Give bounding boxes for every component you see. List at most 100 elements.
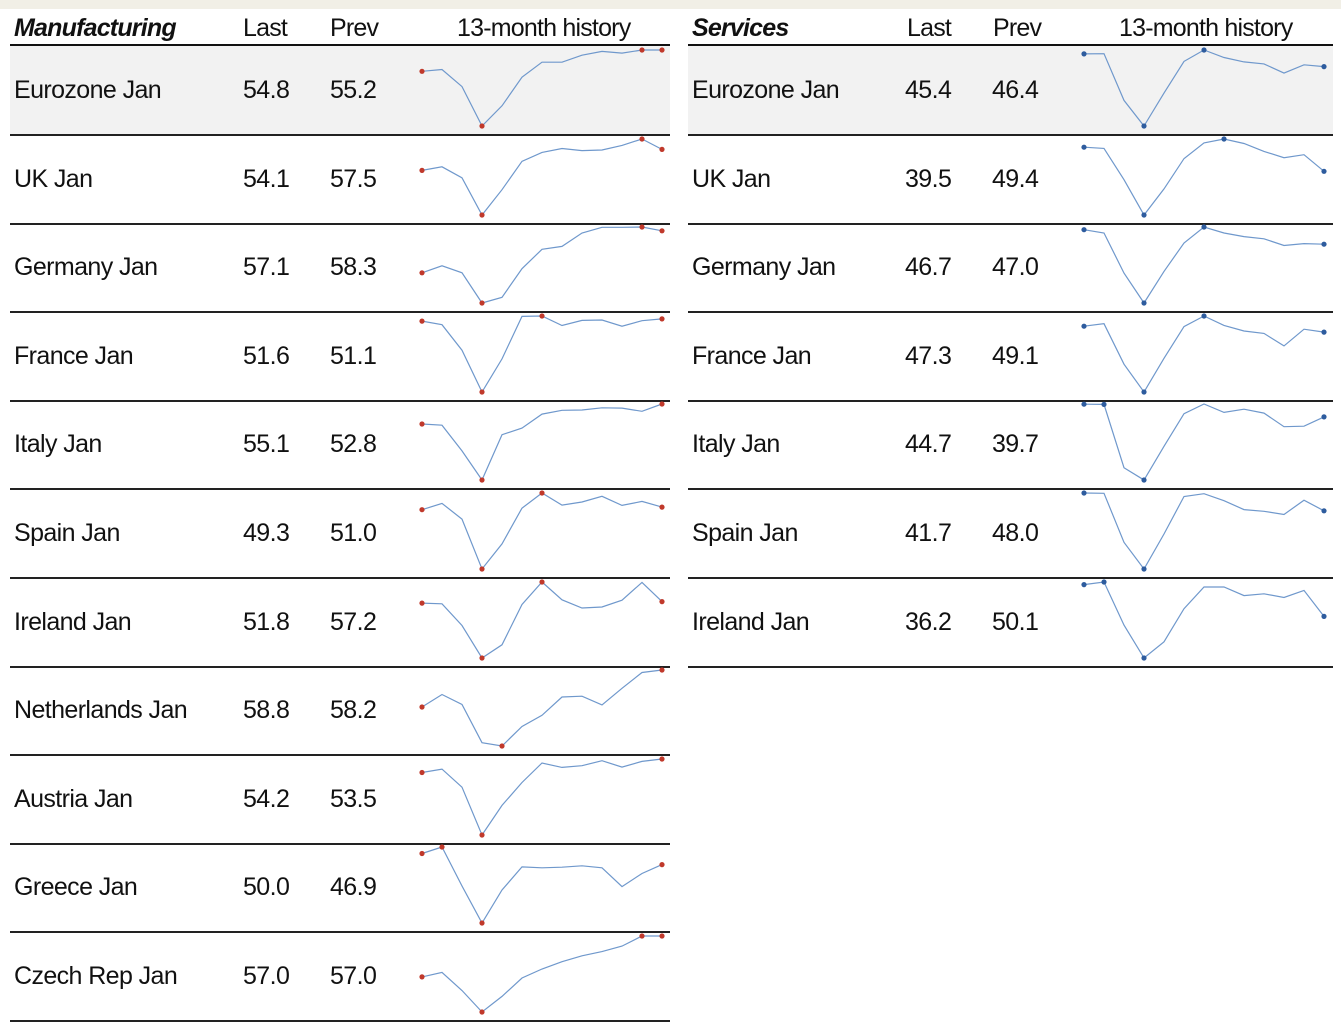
manufacturing-header: Manufacturing Last Prev 13-month history	[10, 9, 670, 46]
sparkline-point	[639, 135, 645, 142]
sparkline-point	[659, 598, 665, 604]
sparkline-point	[479, 1009, 485, 1015]
last-value: 41.7	[905, 519, 952, 547]
sparkline-point	[1321, 64, 1327, 70]
sparkline-point	[1081, 51, 1087, 57]
row-name: Czech Rep Jan	[14, 962, 178, 990]
last-value: 50.0	[243, 873, 290, 902]
prev-value: 39.7	[992, 430, 1039, 459]
sparkline	[419, 224, 665, 306]
prev-value: 55.2	[330, 76, 377, 104]
table-row: Ireland Jan 36.2 50.1	[688, 578, 1333, 668]
table-row: France Jan 47.3 49.1	[688, 312, 1333, 402]
sparkline-series	[1083, 403, 1325, 482]
prev-value: 58.2	[330, 696, 377, 725]
sparkline-point	[1321, 329, 1327, 335]
last-value: 44.7	[905, 430, 952, 459]
sparkline-point	[639, 933, 645, 939]
row-name: UK Jan	[14, 164, 93, 193]
table-row: UK Jan 54.1 57.5	[10, 135, 670, 225]
sparkline-point	[539, 578, 545, 585]
prev-value: 47.0	[992, 253, 1039, 282]
sparkline	[1081, 313, 1327, 395]
sparkline-series	[421, 492, 663, 571]
table-row: Eurozone Jan 54.8 55.2	[10, 46, 670, 136]
manufacturing-panel: Manufacturing Last Prev 13-month history…	[10, 9, 670, 1022]
col-last-header: Last	[907, 14, 952, 42]
sparkline-point	[419, 167, 425, 173]
sparkline-point	[659, 862, 665, 868]
row-name: Eurozone Jan	[692, 76, 840, 104]
sparkline-point	[419, 507, 425, 513]
sparkline-point	[659, 47, 665, 53]
sparkline-point	[659, 667, 665, 673]
table-row: Austria Jan 54.2 53.5	[10, 755, 670, 845]
sparkline-point	[419, 68, 425, 74]
sparkline-series	[421, 758, 663, 837]
services-title: Services	[692, 14, 789, 42]
sparkline-series	[421, 315, 663, 394]
last-value: 51.6	[243, 341, 290, 370]
prev-value: 46.4	[992, 76, 1039, 104]
last-value: 57.0	[243, 962, 290, 990]
sparkline	[419, 47, 665, 129]
sparkline	[419, 844, 665, 926]
sparkline	[1081, 401, 1327, 483]
sparkline	[419, 756, 665, 838]
sparkline-point	[659, 933, 665, 939]
table-row: Spain Jan 49.3 51.0	[10, 489, 670, 579]
last-value: 57.1	[243, 253, 290, 282]
sparkline-point	[1201, 224, 1207, 230]
sparkline	[1081, 490, 1327, 572]
prev-value: 49.1	[992, 341, 1039, 370]
sparkline	[1081, 47, 1327, 129]
table-row: Italy Jan 44.7 39.7	[688, 400, 1333, 491]
sparkline-series	[1083, 226, 1325, 305]
last-value: 58.8	[243, 696, 290, 725]
sparkline-point	[479, 300, 485, 306]
manufacturing-title: Manufacturing	[14, 14, 177, 42]
sparkline-point	[659, 316, 665, 322]
last-value: 47.3	[905, 341, 952, 370]
sparkline	[1081, 135, 1327, 218]
last-value: 39.5	[905, 164, 952, 193]
sparkline-point	[439, 844, 445, 850]
sparkline-series	[421, 669, 663, 747]
last-value: 45.4	[905, 76, 952, 104]
sparkline-point	[1201, 313, 1207, 319]
sparkline-series	[421, 49, 662, 128]
table-row: Greece Jan 50.0 46.9	[10, 843, 670, 934]
row-name: Italy Jan	[14, 430, 102, 459]
sparkline-point	[659, 756, 665, 762]
row-name: Spain Jan	[692, 519, 798, 547]
sparkline-point	[1141, 123, 1147, 129]
sparkline-series	[421, 846, 663, 925]
last-value: 54.1	[243, 164, 290, 193]
sparkline-point	[1141, 654, 1147, 661]
sparkline-point	[1321, 508, 1327, 514]
sparkline-point	[419, 318, 425, 324]
prev-value: 57.2	[330, 607, 377, 636]
table-row: Germany Jan 57.1 58.3	[10, 223, 670, 314]
table-row: Italy Jan 55.1 52.8	[10, 400, 670, 491]
sparkline-series	[1083, 137, 1325, 216]
sparkline-point	[479, 477, 485, 483]
sparkline-point	[1081, 144, 1087, 150]
sparkline-point	[1141, 389, 1147, 395]
col-history-header: 13-month history	[1119, 14, 1293, 42]
last-value: 51.8	[243, 607, 290, 636]
services-panel: Services Last Prev 13-month history Euro…	[688, 9, 1333, 1013]
sparkline-series	[421, 403, 663, 482]
table-row: Czech Rep Jan 57.0 57.0	[10, 932, 670, 1022]
row-name: Italy Jan	[692, 430, 780, 459]
sparkline-point	[419, 769, 425, 775]
sparkline-point	[1201, 47, 1207, 53]
row-name: Ireland Jan	[14, 607, 132, 636]
col-last-header: Last	[243, 14, 288, 42]
sparkline-point	[1321, 168, 1327, 174]
table-row: Ireland Jan 51.8 57.2	[10, 578, 670, 668]
sparkline-point	[539, 490, 545, 496]
sparkline-point	[1321, 241, 1327, 247]
table-row: Eurozone Jan 45.4 46.4	[688, 46, 1333, 136]
col-prev-header: Prev	[993, 14, 1042, 42]
